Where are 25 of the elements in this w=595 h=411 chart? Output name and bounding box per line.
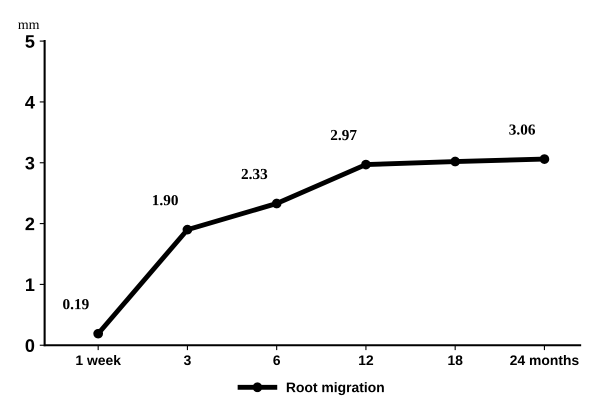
x-tick-label: 6 [273,355,280,366]
y-tick-label: 4 [25,96,35,108]
point [182,224,192,235]
data-label: 0.19 [63,298,89,310]
y-tick-label: 2 [25,218,34,230]
point [93,328,104,339]
x-tick-label: 12 [359,355,374,366]
y-tick-label: 1 [26,278,34,291]
legend-label: Root migration [286,382,384,396]
point [450,156,460,166]
y-tick-label: 3 [25,156,34,170]
data-label: 2.33 [242,168,268,180]
y-tick-label: 5 [25,35,34,48]
data-label: 1.90 [152,194,178,206]
point [272,198,282,208]
data-label: 3.06 [509,124,536,135]
x-tick-label: 24 months [510,354,579,366]
x-tick-label: 1 week [76,354,121,366]
x-tick-label: 3 [184,355,191,366]
y-tick-label: 0 [26,339,34,352]
y-axis-title: mm [18,22,40,30]
point [540,154,550,164]
data-label: 2.97 [330,130,357,140]
x-tick-label: 18 [448,355,462,366]
point [361,160,371,170]
